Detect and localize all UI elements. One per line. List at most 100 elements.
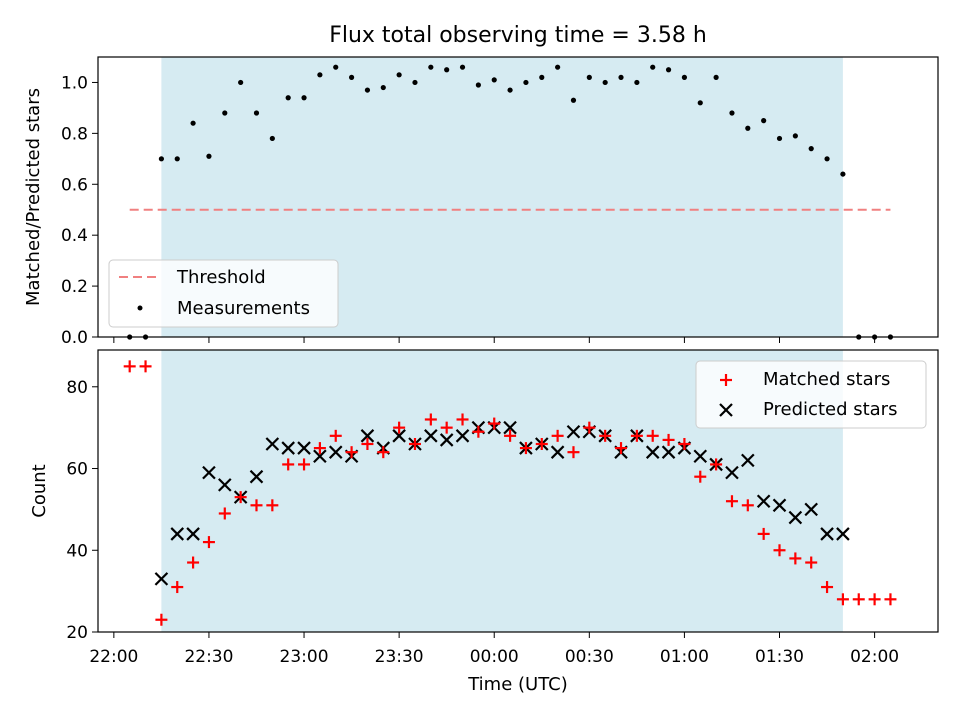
matched-star-point <box>361 438 374 450</box>
predicted-star-stroke <box>186 527 200 541</box>
x-tick-label: 22:30 <box>184 647 233 667</box>
bottom-x-axis: 22:00 22:30 23:00 23:30 00:00 00:30 01:00 01:30… <box>89 632 899 667</box>
matched-star-point <box>646 429 659 442</box>
predicted-star-stroke <box>788 510 803 525</box>
measurement-point <box>602 79 608 86</box>
predicted-star-stroke <box>328 445 343 459</box>
x-tick-label: 23:30 <box>375 647 424 667</box>
predicted-star-point <box>424 429 438 443</box>
top-y-tick-label: 0.2 <box>61 277 88 297</box>
matched-star-point <box>725 495 738 508</box>
matched-star-point <box>123 360 136 373</box>
predicted-star-stroke <box>661 445 676 459</box>
predicted-star-point <box>550 445 565 459</box>
predicted-star-stroke <box>455 429 470 443</box>
measurement-point <box>269 135 275 142</box>
top-y-tick-label: 1.0 <box>61 73 88 93</box>
top-y-tick-label: 0.0 <box>61 328 88 348</box>
top-y-axis-label: Matched/Predicted stars <box>23 88 44 306</box>
matched-star-point <box>599 429 612 442</box>
legend-matched-plus-icon <box>720 374 732 386</box>
predicted-star-point <box>503 420 517 435</box>
predicted-star-point <box>265 437 280 451</box>
x-tick-label: 00:00 <box>470 647 519 667</box>
predicted-star-stroke <box>154 572 169 586</box>
x-tick-label: 00:30 <box>565 647 614 667</box>
predicted-star-point <box>836 527 850 541</box>
x-tick-label: 01:00 <box>660 647 709 667</box>
matched-star-point <box>710 458 723 471</box>
predicted-star-point <box>725 465 739 480</box>
predicted-star-point <box>154 572 169 586</box>
measurement-point <box>317 72 323 78</box>
measurement-point <box>190 120 196 126</box>
matched-star-point <box>551 429 564 442</box>
predicted-star-stroke <box>392 429 406 443</box>
bottom-y-axis-label: Count <box>29 464 50 517</box>
matched-star-point <box>393 421 406 434</box>
measurement-point <box>824 156 830 162</box>
matched-star-point <box>250 499 263 512</box>
measurement-point <box>761 118 767 124</box>
bottom-y-axis: 20 40 60 80 <box>66 378 98 643</box>
matched-star-point <box>456 413 469 426</box>
matched-star-point <box>171 581 184 594</box>
predicted-star-point <box>170 527 185 541</box>
matched-star-point <box>836 593 849 606</box>
predicted-star-point <box>281 441 295 455</box>
measurement-point <box>507 87 513 93</box>
predicted-star-point <box>661 445 676 459</box>
matched-star-point <box>504 429 517 442</box>
top-x-ticks <box>113 337 876 343</box>
predicted-star-stroke <box>439 433 454 447</box>
matched-star-point <box>139 360 152 373</box>
predicted-star-point <box>297 441 311 455</box>
top-legend: Threshold Measurements <box>108 259 339 328</box>
measurement-point <box>729 110 735 116</box>
matched-star-point <box>821 581 834 594</box>
measurement-point <box>301 95 307 101</box>
bottom-y-tick-label: 60 <box>66 460 88 480</box>
measurement-point <box>158 156 164 162</box>
measurement-point <box>570 97 577 103</box>
predicted-star-stroke <box>645 445 660 459</box>
measurement-point <box>348 74 355 80</box>
top-panel: Flux total observing time = 3.58 h 0.0 0.… <box>23 23 939 348</box>
predicted-star-point <box>249 469 264 484</box>
predicted-star-stroke <box>202 465 216 480</box>
matched-star-point <box>155 613 168 626</box>
measurement-point <box>523 79 529 86</box>
measurement-point <box>475 82 481 88</box>
legend-measurements-label: Measurements <box>177 298 310 319</box>
predicted-star-point <box>439 433 454 447</box>
top-y-axis: 0.0 0.2 0.4 0.6 0.8 1.0 <box>61 73 98 348</box>
bottom-y-tick-label: 20 <box>66 623 88 643</box>
predicted-star-stroke <box>218 478 232 492</box>
x-tick-label: 01:30 <box>755 647 804 667</box>
predicted-star-point <box>455 429 470 443</box>
top-plot-marks <box>127 64 894 340</box>
bottom-y-tick-label: 80 <box>66 378 88 398</box>
predicted-star-stroke <box>249 469 264 484</box>
predicted-star-point <box>392 429 406 443</box>
measurement-point <box>206 153 212 159</box>
matched-star-point <box>345 446 358 459</box>
predicted-star-point <box>693 449 708 464</box>
matched-star-point <box>266 499 279 512</box>
predicted-star-point <box>804 502 818 517</box>
measurement-point <box>808 146 814 152</box>
measurement-point <box>333 64 339 70</box>
matched-star-point <box>694 470 707 483</box>
chart-title: Flux total observing time = 3.58 h <box>329 23 707 48</box>
legend-measurement-dot-icon <box>137 305 143 311</box>
predicted-star-stroke <box>725 465 739 480</box>
x-tick-label: 23:00 <box>280 647 329 667</box>
predicted-star-point <box>645 445 660 459</box>
predicted-star-stroke <box>550 445 565 459</box>
bottom-plot-marks <box>123 360 897 626</box>
predicted-star-stroke <box>503 420 517 435</box>
matched-star-point <box>805 556 818 569</box>
predicted-star-stroke <box>693 449 708 464</box>
matched-star-point <box>662 433 675 446</box>
predicted-star-stroke <box>313 449 327 464</box>
